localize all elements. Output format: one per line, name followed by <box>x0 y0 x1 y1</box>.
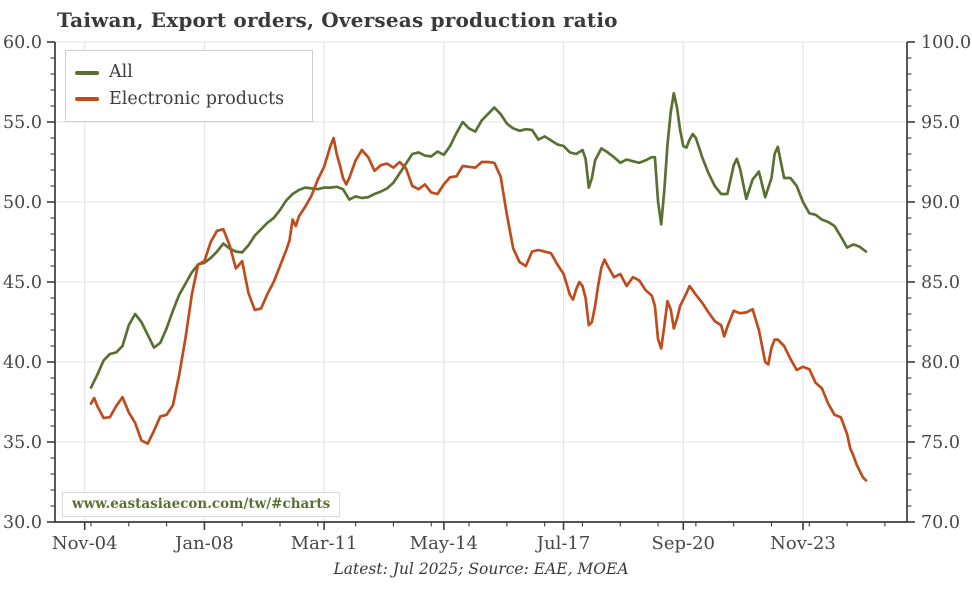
y-tick-label-left: 45.0 <box>3 273 42 293</box>
y-tick-label-left: 40.0 <box>3 353 42 373</box>
y-tick-label-right: 85.0 <box>921 273 960 293</box>
legend-item-electronic-products: Electronic products <box>75 88 312 109</box>
y-tick-label-right: 75.0 <box>921 433 960 453</box>
y-tick-label-right: 80.0 <box>921 353 960 373</box>
y-tick-label-right: 70.0 <box>921 513 960 533</box>
x-tick-label: May-14 <box>410 533 478 554</box>
x-tick-label: Nov-23 <box>770 533 836 554</box>
y-tick-label-left: 60.0 <box>3 33 42 53</box>
y-tick-label-right: 95.0 <box>921 113 960 133</box>
y-tick-label-right: 100.0 <box>921 33 971 53</box>
legend: All Electronic products <box>65 50 313 122</box>
x-tick-label: Nov-04 <box>52 533 118 554</box>
y-tick-label-left: 35.0 <box>3 433 42 453</box>
electronic-products-line-swatch-icon <box>75 97 99 101</box>
x-tick-label: Mar-11 <box>291 533 358 554</box>
legend-label-all: All <box>109 62 133 83</box>
legend-label-electronic-products: Electronic products <box>109 88 285 109</box>
y-tick-label-left: 55.0 <box>3 113 42 133</box>
watermark-url: www.eastasiaecon.com/tw/#charts <box>62 492 341 517</box>
x-tick-label: Jul-17 <box>535 533 591 554</box>
y-tick-label-left: 30.0 <box>3 513 42 533</box>
x-tick-label: Sep-20 <box>652 533 716 554</box>
y-tick-label-right: 90.0 <box>921 193 960 213</box>
legend-item-all: All <box>75 62 312 83</box>
source-note: Latest: Jul 2025; Source: EAE, MOEA <box>333 560 629 578</box>
chart-title: Taiwan, Export orders, Overseas producti… <box>57 8 618 32</box>
x-tick-label: Jan-08 <box>173 533 234 554</box>
all-line-swatch-icon <box>75 71 99 75</box>
series-line-electronic-products <box>89 136 868 482</box>
y-tick-label-left: 50.0 <box>3 193 42 213</box>
series-line-all <box>89 91 868 389</box>
